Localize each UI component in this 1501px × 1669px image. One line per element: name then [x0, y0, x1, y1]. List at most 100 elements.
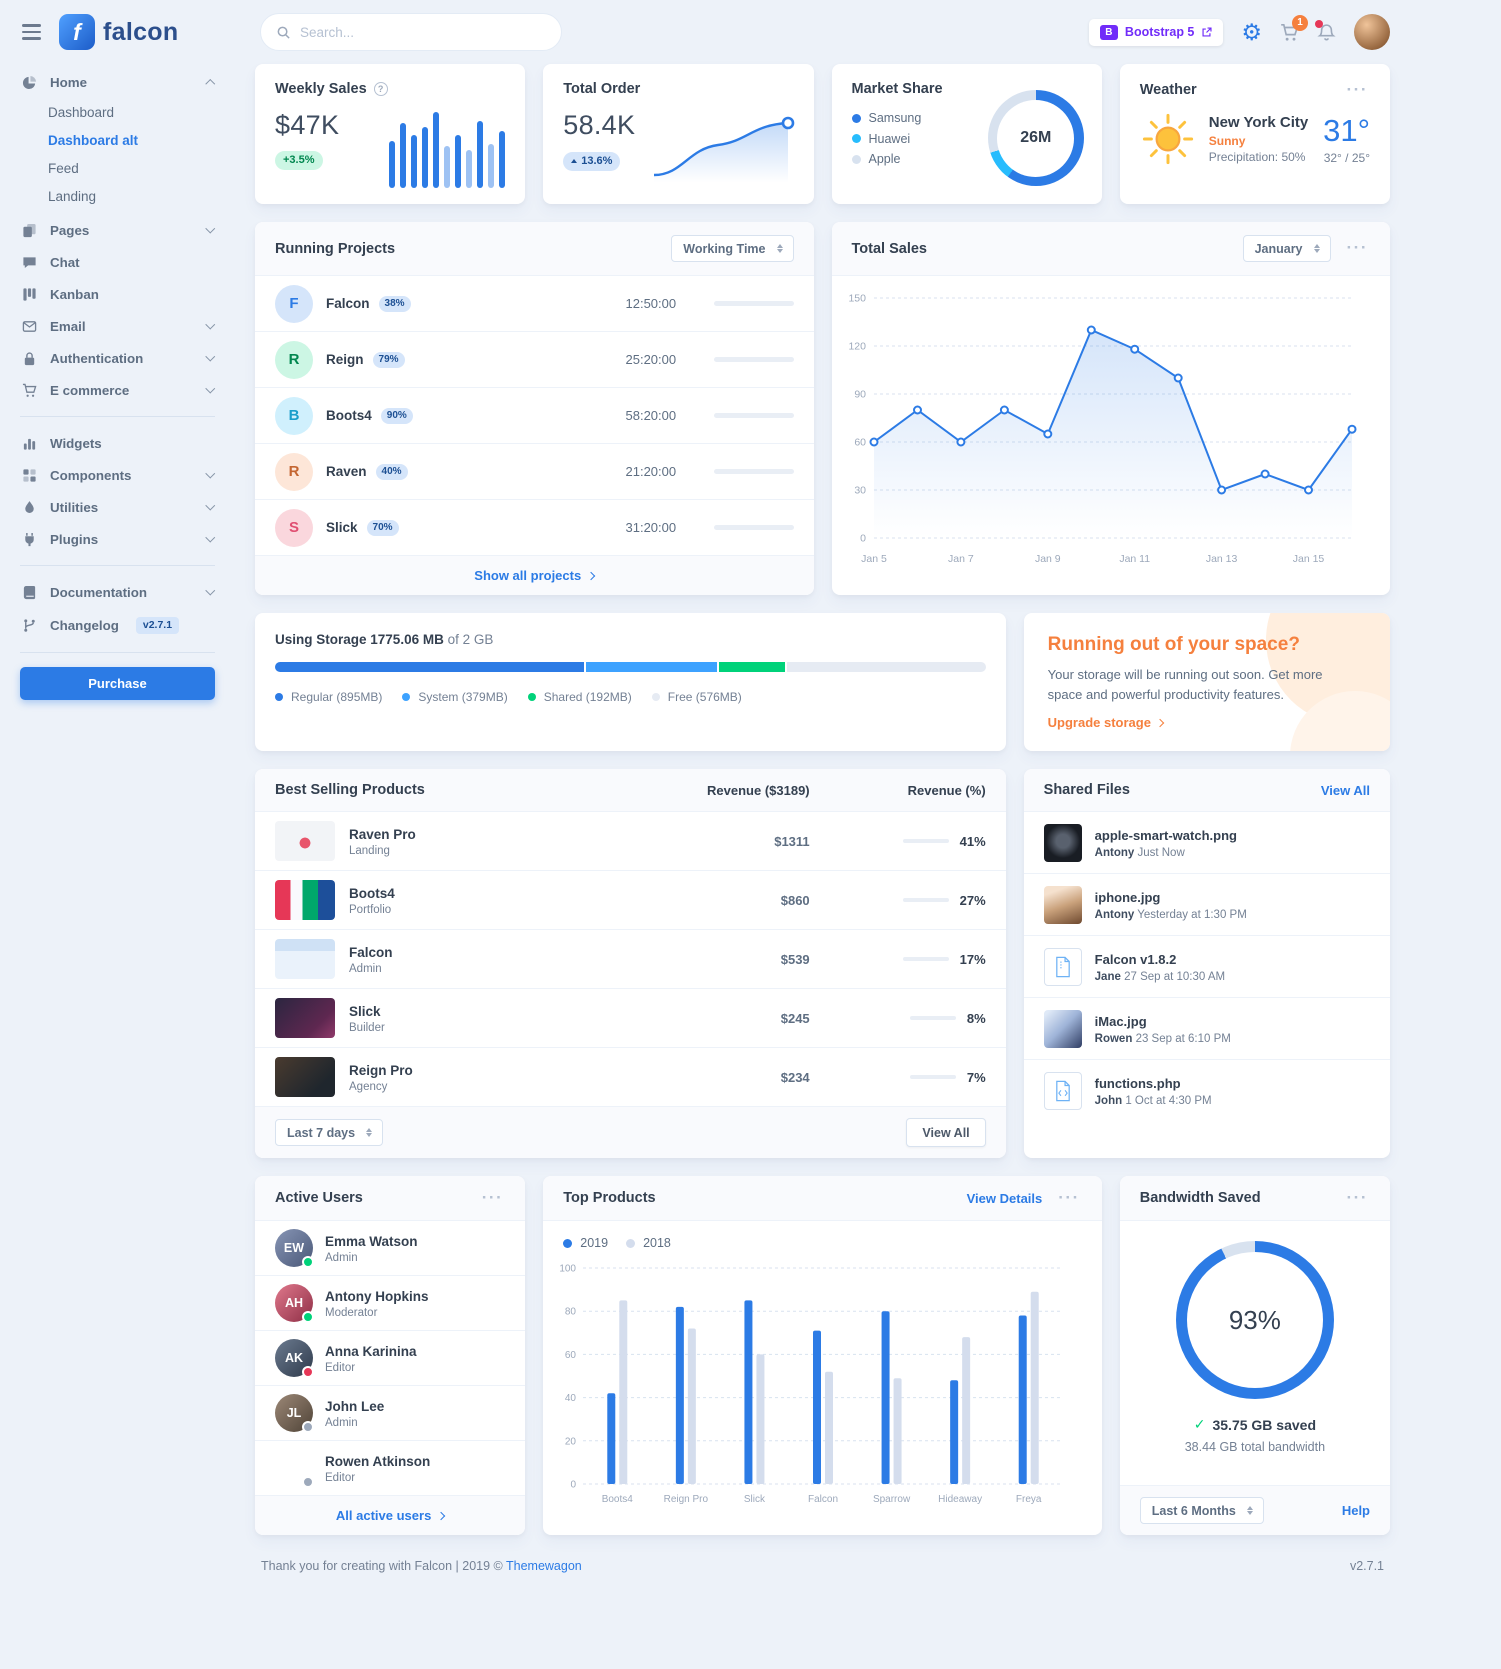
- user-row: EW Emma Watson Admin: [255, 1221, 526, 1277]
- sidebar-item-authentication[interactable]: Authentication: [20, 342, 215, 374]
- help-question-icon[interactable]: [373, 82, 388, 96]
- card-menu-button[interactable]: [1345, 1189, 1370, 1207]
- file-time: Yesterday at 1:30 PM: [1137, 908, 1247, 921]
- file-row: iMac.jpg Rowen 23 Sep at 6:10 PM: [1023, 998, 1390, 1060]
- user-name-link[interactable]: Antony Hopkins: [325, 1288, 429, 1304]
- file-user: John: [1094, 1094, 1123, 1107]
- user-name-link[interactable]: Anna Karinina: [325, 1343, 417, 1359]
- settings-gear-button[interactable]: [1241, 21, 1262, 44]
- product-name-link[interactable]: Slick: [349, 1003, 381, 1019]
- product-name-link[interactable]: Raven Pro: [349, 826, 416, 842]
- view-all-link[interactable]: View All: [1320, 782, 1370, 798]
- droplet-icon: [22, 500, 39, 515]
- sidebar-item-documentation[interactable]: Documentation: [20, 576, 215, 608]
- cart-button[interactable]: 1: [1280, 14, 1308, 42]
- sidebar-item-landing[interactable]: Landing: [48, 188, 97, 204]
- legend-item: Shared (192MB): [527, 687, 632, 708]
- legend-item[interactable]: 2018: [626, 1233, 671, 1254]
- card-menu-button[interactable]: [480, 1189, 505, 1207]
- file-name-link[interactable]: Falcon v1.8.2: [1094, 951, 1177, 967]
- sidebar-item-chat[interactable]: Chat: [20, 246, 215, 278]
- legend-dot: [851, 134, 861, 144]
- sidebar-item-home[interactable]: Home: [20, 66, 215, 98]
- kanban-icon: [22, 287, 39, 302]
- project-name-link[interactable]: Reign: [326, 352, 364, 367]
- file-name-link[interactable]: functions.php: [1094, 1075, 1181, 1091]
- weather-card: Weather New York City Sunny Precipi: [1119, 64, 1390, 204]
- product-name-link[interactable]: Boots4: [349, 885, 395, 901]
- project-name-link[interactable]: Falcon: [326, 296, 370, 311]
- purchase-button[interactable]: Purchase: [20, 667, 215, 700]
- file-name-link[interactable]: apple-smart-watch.png: [1094, 827, 1237, 843]
- sidebar-item-utilities[interactable]: Utilities: [20, 491, 215, 523]
- footer-version: v2.7.1: [1349, 1559, 1384, 1574]
- sidebar-item-kanban[interactable]: Kanban: [20, 278, 215, 310]
- file-user: Rowen: [1094, 1032, 1133, 1045]
- falcon-logo[interactable]: falcon: [59, 14, 178, 50]
- card-menu-button[interactable]: [1056, 1189, 1081, 1207]
- bootstrap-version-badge[interactable]: Bootstrap 5: [1088, 18, 1224, 46]
- shared-files-card: Shared Files View All apple-smart-watch.…: [1023, 769, 1390, 1158]
- user-name-link[interactable]: Emma Watson: [325, 1233, 418, 1249]
- storage-upsell-card: Running out of your space? Your storage …: [1023, 613, 1390, 751]
- card-menu-button[interactable]: [1345, 81, 1370, 99]
- user-avatar[interactable]: [1354, 14, 1390, 50]
- user-name-link[interactable]: Rowen Atkinson: [325, 1453, 431, 1469]
- shared-files-title: Shared Files: [1043, 782, 1130, 798]
- book-icon: [22, 585, 39, 600]
- sidebar-item-dashboard-alt[interactable]: Dashboard alt: [48, 132, 139, 148]
- project-name-link[interactable]: Boots4: [326, 408, 372, 423]
- search-box[interactable]: [260, 13, 562, 51]
- notifications-bell-button[interactable]: [1315, 19, 1336, 42]
- project-avatar: R: [275, 452, 313, 491]
- file-name-link[interactable]: iMac.jpg: [1094, 1013, 1147, 1029]
- legend-item: System (379MB): [402, 687, 508, 708]
- file-name-link[interactable]: iphone.jpg: [1094, 889, 1161, 905]
- search-input[interactable]: [300, 24, 546, 40]
- product-percent: 27%: [959, 892, 986, 908]
- top-products-card: Top Products View Details 2019 2018 0 20 4…: [543, 1176, 1102, 1536]
- sidebar-item-email[interactable]: Email: [20, 310, 215, 342]
- sidebar-item-pages[interactable]: Pages: [20, 214, 215, 246]
- sidebar-divider: [20, 416, 215, 417]
- bandwidth-donut-chart: 93%: [1175, 1241, 1334, 1400]
- product-name-link[interactable]: Falcon: [349, 944, 393, 960]
- hamburger-menu-button[interactable]: [20, 20, 43, 43]
- card-menu-button[interactable]: [1345, 239, 1370, 257]
- legend-item[interactable]: 2019: [563, 1233, 608, 1254]
- project-name-link[interactable]: Slick: [326, 520, 358, 535]
- chevron-down-icon: [205, 223, 215, 234]
- project-name-link[interactable]: Raven: [326, 464, 367, 479]
- view-all-button[interactable]: View All: [906, 1118, 986, 1147]
- themewagon-link[interactable]: Themewagon: [506, 1559, 582, 1574]
- all-active-users-link[interactable]: All active users: [255, 1495, 526, 1536]
- user-avatar: EW: [275, 1229, 314, 1269]
- sidebar-item-feed[interactable]: Feed: [48, 160, 79, 176]
- top-products-bar-chart: 0 20 40 60 80 100 Boots4 Reign Pro Slick Falcon Sp…: [543, 1256, 1102, 1513]
- product-name-link[interactable]: Reign Pro: [349, 1062, 413, 1078]
- product-percent: 17%: [959, 951, 986, 967]
- sidebar-item-ecommerce[interactable]: E commerce: [20, 374, 215, 406]
- chevron-right-icon: [586, 571, 596, 580]
- help-link[interactable]: Help: [1341, 1503, 1370, 1519]
- user-name-link[interactable]: John Lee: [325, 1398, 385, 1414]
- project-time: 58:20:00: [625, 408, 677, 423]
- sidebar-item-widgets[interactable]: Widgets: [20, 427, 215, 459]
- sidebar-item-changelog[interactable]: Changelog v2.7.1: [20, 608, 215, 642]
- code-branch-icon: [22, 618, 39, 633]
- sidebar-item-plugins[interactable]: Plugins: [20, 523, 215, 555]
- main-content: Weekly Sales $47K +3.5% Total Order 58.4…: [235, 60, 1501, 1611]
- project-progress-bar: [713, 413, 794, 418]
- svg-text:Hideaway: Hideaway: [938, 1494, 982, 1505]
- upgrade-storage-link[interactable]: Upgrade storage: [1048, 715, 1165, 730]
- sidebar-item-dashboard[interactable]: Dashboard: [48, 104, 115, 120]
- view-details-link[interactable]: View Details: [966, 1190, 1043, 1206]
- chevron-down-icon: [205, 351, 215, 362]
- svg-text:Slick: Slick: [744, 1494, 766, 1505]
- date-range-select[interactable]: Last 7 days: [275, 1119, 384, 1146]
- sidebar-item-components[interactable]: Components: [20, 459, 215, 491]
- working-time-select[interactable]: Working Time: [671, 235, 794, 262]
- show-all-projects-link[interactable]: Show all projects: [255, 555, 814, 595]
- month-select[interactable]: January: [1242, 235, 1331, 262]
- months-range-select[interactable]: Last 6 Months: [1139, 1497, 1264, 1525]
